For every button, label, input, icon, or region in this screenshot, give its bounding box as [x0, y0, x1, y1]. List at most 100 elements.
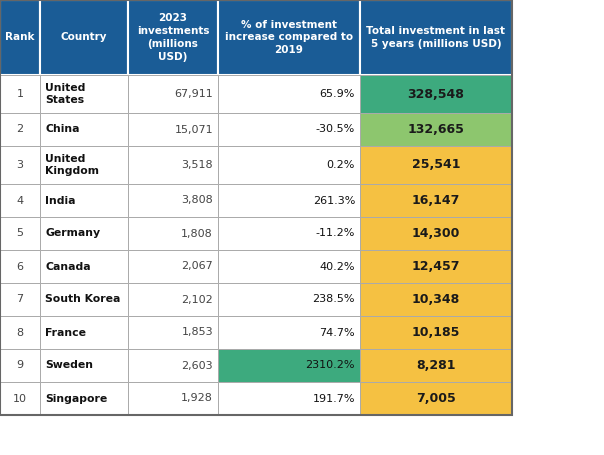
Bar: [218, 316, 360, 349]
Text: 3: 3: [16, 160, 24, 170]
Text: -11.2%: -11.2%: [316, 228, 355, 238]
Bar: [128, 113, 218, 146]
Bar: [128, 250, 218, 283]
Text: 328,548: 328,548: [408, 87, 464, 101]
Text: Total investment in last
5 years (millions USD): Total investment in last 5 years (millio…: [367, 26, 506, 49]
Text: 2023
investments
(millions
USD): 2023 investments (millions USD): [137, 13, 209, 62]
Bar: [40, 283, 128, 316]
Text: 16,147: 16,147: [412, 194, 460, 207]
Bar: [360, 250, 512, 283]
Bar: [360, 146, 512, 184]
Bar: [360, 113, 512, 146]
Bar: [360, 283, 512, 316]
Bar: [40, 316, 128, 349]
Text: 8,281: 8,281: [416, 359, 456, 372]
Bar: [360, 184, 512, 217]
Text: 1,853: 1,853: [181, 328, 213, 338]
Text: % of investment
increase compared to
2019: % of investment increase compared to 201…: [225, 20, 353, 56]
Bar: [128, 146, 218, 184]
Text: 132,665: 132,665: [408, 123, 464, 136]
Bar: [0, 217, 40, 250]
Text: United
States: United States: [45, 83, 85, 105]
Text: 25,541: 25,541: [412, 158, 460, 172]
Bar: [218, 113, 360, 146]
Bar: [128, 184, 218, 217]
Text: 40.2%: 40.2%: [320, 262, 355, 272]
Text: 1: 1: [16, 89, 24, 99]
Bar: [360, 316, 512, 349]
Text: 2: 2: [16, 125, 24, 135]
Bar: [40, 113, 128, 146]
Text: India: India: [45, 196, 76, 206]
Text: 5: 5: [16, 228, 24, 238]
Bar: [218, 217, 360, 250]
Bar: [0, 0, 40, 75]
Text: 65.9%: 65.9%: [320, 89, 355, 99]
Bar: [128, 349, 218, 382]
Bar: [218, 184, 360, 217]
Text: 8: 8: [16, 328, 24, 338]
Text: 1,808: 1,808: [181, 228, 213, 238]
Text: 238.5%: 238.5%: [312, 294, 355, 304]
Bar: [0, 382, 40, 415]
Bar: [218, 75, 360, 113]
Text: 3,518: 3,518: [181, 160, 213, 170]
Bar: [40, 184, 128, 217]
Text: 14,300: 14,300: [412, 227, 460, 240]
Text: 7,005: 7,005: [416, 392, 456, 405]
Text: 7: 7: [16, 294, 24, 304]
Bar: [0, 146, 40, 184]
Bar: [0, 316, 40, 349]
Bar: [0, 184, 40, 217]
Bar: [128, 316, 218, 349]
Text: 4: 4: [16, 196, 24, 206]
Bar: [218, 0, 360, 75]
Bar: [128, 0, 218, 75]
Bar: [128, 382, 218, 415]
Text: 2,067: 2,067: [181, 262, 213, 272]
Text: Germany: Germany: [45, 228, 100, 238]
Bar: [0, 0, 512, 415]
Bar: [0, 349, 40, 382]
Bar: [128, 283, 218, 316]
Bar: [40, 146, 128, 184]
Text: Singapore: Singapore: [45, 394, 108, 404]
Text: 2,603: 2,603: [181, 360, 213, 370]
Text: 3,808: 3,808: [181, 196, 213, 206]
Text: 191.7%: 191.7%: [312, 394, 355, 404]
Text: Canada: Canada: [45, 262, 91, 272]
Bar: [40, 250, 128, 283]
Text: 10,348: 10,348: [412, 293, 460, 306]
Text: 0.2%: 0.2%: [327, 160, 355, 170]
Bar: [40, 349, 128, 382]
Bar: [360, 382, 512, 415]
Text: United
Kingdom: United Kingdom: [45, 154, 99, 176]
Bar: [218, 146, 360, 184]
Text: China: China: [45, 125, 80, 135]
Text: 74.7%: 74.7%: [320, 328, 355, 338]
Bar: [0, 283, 40, 316]
Bar: [360, 75, 512, 113]
Text: Sweden: Sweden: [45, 360, 93, 370]
Text: 10: 10: [13, 394, 27, 404]
Bar: [40, 217, 128, 250]
Bar: [40, 382, 128, 415]
Bar: [0, 113, 40, 146]
Bar: [40, 75, 128, 113]
Text: 9: 9: [16, 360, 24, 370]
Bar: [360, 0, 512, 75]
Text: 261.3%: 261.3%: [313, 196, 355, 206]
Bar: [0, 75, 40, 113]
Bar: [218, 349, 360, 382]
Bar: [360, 217, 512, 250]
Bar: [128, 75, 218, 113]
Text: 67,911: 67,911: [174, 89, 213, 99]
Text: 2310.2%: 2310.2%: [306, 360, 355, 370]
Text: 6: 6: [16, 262, 24, 272]
Text: Country: Country: [61, 32, 108, 42]
Bar: [218, 382, 360, 415]
Bar: [360, 349, 512, 382]
Text: 10,185: 10,185: [412, 326, 460, 339]
Text: 12,457: 12,457: [412, 260, 460, 273]
Text: 1,928: 1,928: [181, 394, 213, 404]
